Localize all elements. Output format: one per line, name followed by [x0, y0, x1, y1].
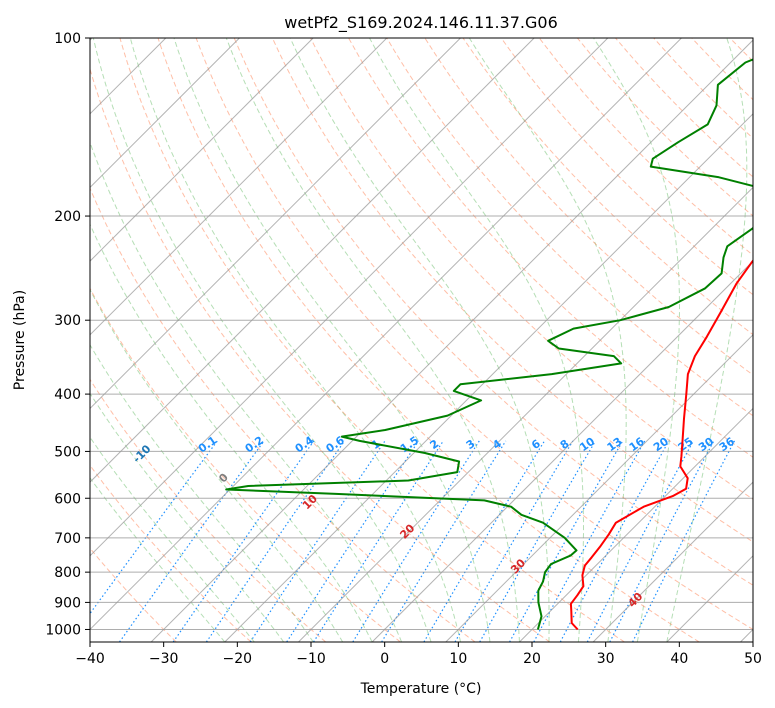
mixing-ratio-line [533, 440, 646, 642]
mixing-ratio-line [312, 440, 444, 642]
moist-adiabat-line [90, 436, 255, 642]
dry-adiabat-line [157, 38, 700, 642]
y-tick-label: 200 [54, 209, 81, 225]
isotherm-line [90, 38, 388, 336]
moist-adiabat-line [90, 288, 344, 642]
y-tick-label: 400 [54, 387, 81, 403]
y-tick-label: 500 [54, 444, 81, 460]
x-tick-label: −30 [149, 651, 179, 667]
moist-adiabat-line [225, 38, 520, 642]
moist-adiabat-line [129, 38, 461, 642]
moist-adiabat-line [90, 343, 314, 642]
dry-adiabat-line [424, 38, 753, 376]
plot-frame [89, 37, 754, 643]
mixing-ratio-line [205, 440, 346, 642]
x-tick-label: 40 [670, 651, 688, 667]
mixing-ratio-line [90, 440, 218, 615]
moist-adiabat-line [468, 38, 627, 642]
x-tick-label: 30 [597, 651, 615, 667]
plot-area: 0.1 0.2 0.4 0.6 1 1.5 2 3 4 6 8 10 13 16 20 25 30 36 -100… [90, 38, 753, 642]
mixing-ratio-line [454, 440, 574, 642]
x-tick-label: −10 [296, 651, 326, 667]
mixing-ratio-line [423, 440, 546, 642]
mixing-ratio-line [249, 440, 386, 642]
isotherm-line [90, 38, 240, 189]
isotherm-line [90, 38, 461, 410]
moist-adiabat-line [289, 38, 550, 642]
moist-adiabat-line [92, 38, 432, 642]
y-axis-label: Pressure (hPa) [12, 290, 28, 390]
isotherm-line [150, 39, 753, 642]
moist-adiabat-line [173, 38, 491, 642]
moist-adiabat-line [666, 38, 748, 642]
mixing-ratio-lines [90, 440, 736, 642]
isotherm-line [371, 260, 753, 642]
isotherm-line [592, 481, 753, 642]
mixing-ratio-line [632, 440, 736, 642]
mixing-ratio-line [172, 440, 315, 642]
dewpoint-line [225, 58, 753, 630]
mixing-ratio-line [509, 440, 624, 642]
y-tick-label: 600 [54, 491, 81, 507]
mixing-ratio-line [352, 440, 480, 642]
x-tick-label: 10 [449, 651, 467, 667]
y-tick-label: 300 [54, 313, 81, 329]
chart-title: wetPf2_S169.2024.146.11.37.G06 [284, 13, 558, 33]
x-tick-label: −20 [223, 651, 253, 667]
x-axis-label: Temperature (°C) [360, 681, 482, 697]
dry-adiabat-line [90, 287, 401, 642]
isotherm-line [90, 38, 682, 631]
y-tick-label: 100 [54, 31, 81, 47]
dry-adiabat-line [90, 547, 177, 642]
isotherm-line [298, 186, 753, 642]
y-tick-label: 1000 [45, 622, 81, 638]
x-tick-label: 0 [380, 651, 389, 667]
y-tick-label: 800 [54, 565, 81, 581]
moist-adiabats [90, 38, 748, 642]
skewed-isotherms [90, 38, 753, 642]
x-tick-label: 50 [744, 651, 762, 667]
x-tick-label: 20 [523, 651, 541, 667]
isotherm-line [90, 38, 535, 483]
isobar-grid [90, 38, 753, 630]
dry-adiabat-line [233, 38, 753, 586]
moist-adiabat-line [369, 38, 584, 642]
dry-adiabat-line [500, 38, 753, 296]
dry-adiabat-line [90, 67, 551, 642]
dry-adiabat-line [309, 38, 753, 500]
dry-adiabat-line [119, 38, 625, 642]
moist-adiabat-line [90, 477, 226, 642]
y-tick-label: 900 [54, 595, 81, 611]
mixing-ratio-line [479, 440, 597, 642]
profile-series [225, 58, 753, 631]
y-axis-ticks: 100 200 300 400 500 600 700 800 900 1000 [45, 31, 90, 638]
y-tick-label: 700 [54, 531, 81, 547]
temperature-line [569, 259, 753, 631]
mixing-ratio-line [286, 440, 420, 642]
isotherm-line [90, 38, 609, 557]
isotherm-line [90, 38, 314, 262]
isotherm-line [445, 334, 753, 642]
isotherm-line [224, 113, 753, 642]
dry-adiabat-line [271, 38, 753, 543]
dry-adiabat-line [386, 38, 753, 417]
isotherm-line [519, 407, 753, 642]
moist-adiabat-line [593, 38, 680, 642]
x-tick-label: −40 [75, 651, 105, 667]
x-axis-ticks: −40 −30 −20 −10 0 10 20 30 40 50 [75, 642, 762, 667]
